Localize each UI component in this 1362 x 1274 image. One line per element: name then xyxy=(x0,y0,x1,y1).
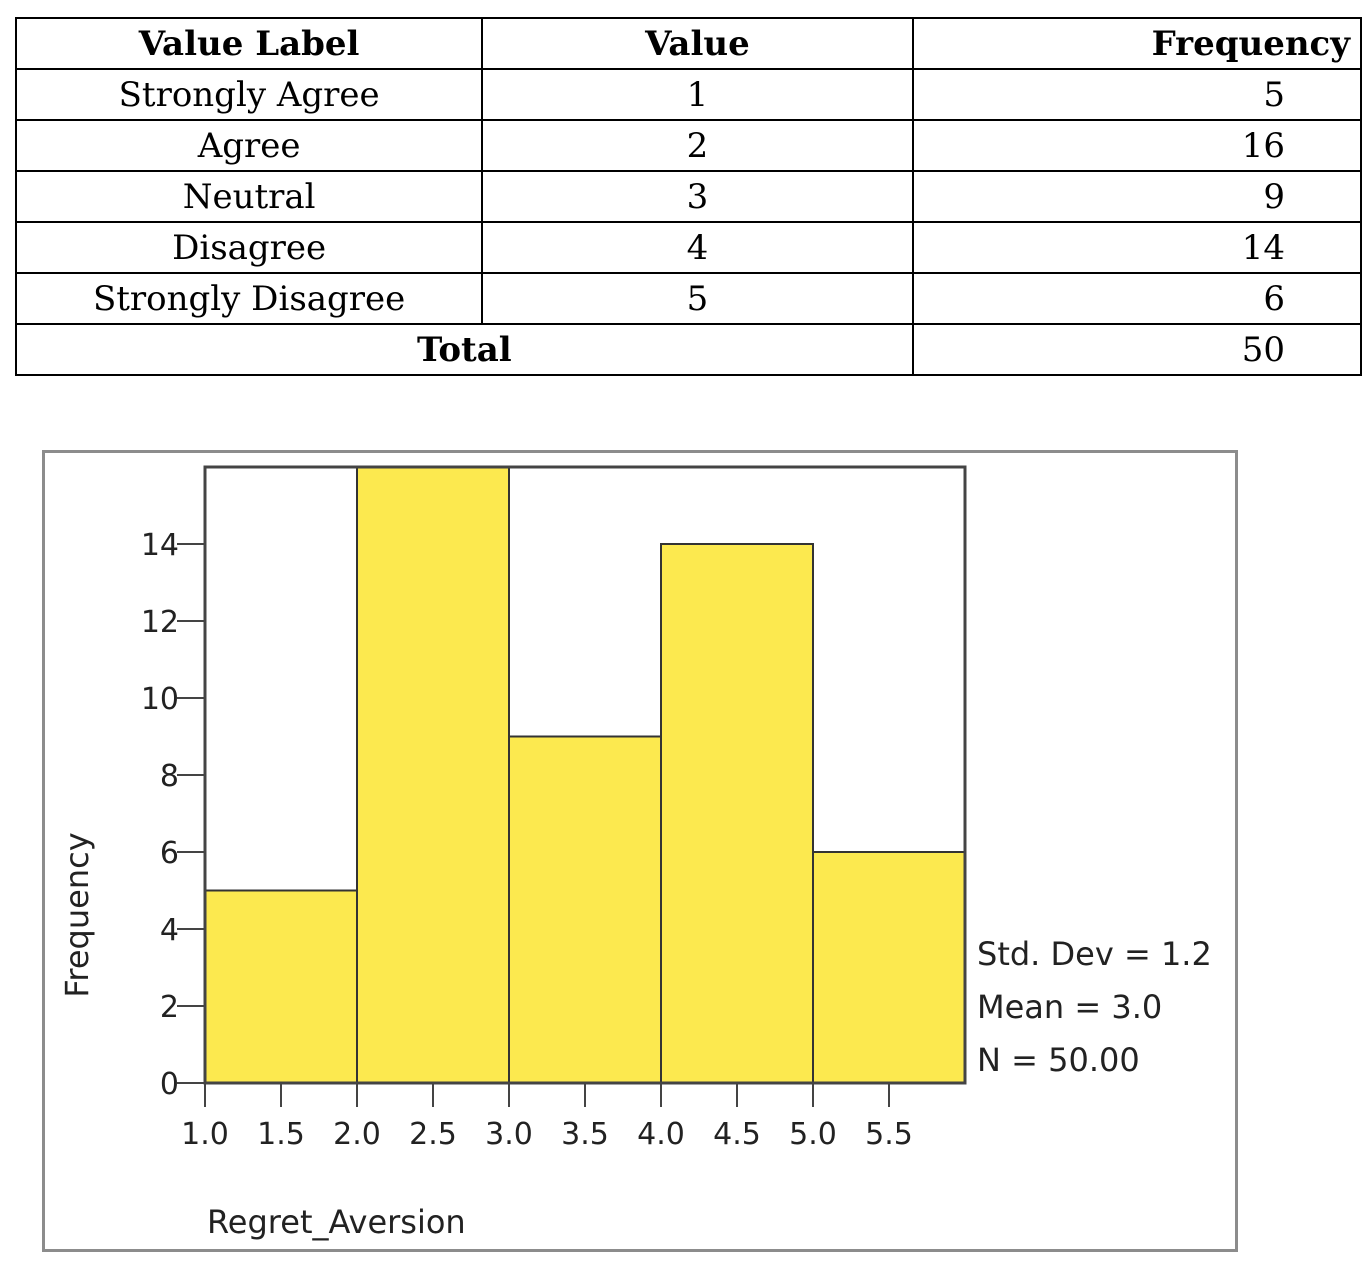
row-frequency: 16 xyxy=(911,119,1362,172)
x-tick-label: 4.5 xyxy=(713,1117,761,1152)
statistic-line: Mean = 3.0 xyxy=(977,988,1162,1026)
histogram-bar xyxy=(812,851,966,1084)
row-value: 2 xyxy=(481,119,914,172)
histogram-bars xyxy=(204,466,966,1084)
header-value: Value xyxy=(481,17,914,70)
row-frequency: 9 xyxy=(911,170,1362,223)
statistic-line: Std. Dev = 1.2 xyxy=(977,935,1212,973)
table-row: Strongly Disagree 5 6 xyxy=(14,272,1362,325)
table-row: Disagree 4 14 xyxy=(14,221,1362,274)
x-tick-label: 5.0 xyxy=(789,1117,837,1152)
x-tick-label: 1.5 xyxy=(257,1117,305,1152)
y-tick-label: 2 xyxy=(160,990,179,1025)
total-value: 50 xyxy=(911,323,1362,376)
histogram-bar xyxy=(204,889,358,1084)
table-total-row: Total 50 xyxy=(15,323,1362,376)
y-tick-label: 14 xyxy=(141,528,179,563)
histogram-bar xyxy=(356,466,510,1084)
histogram-bar xyxy=(508,735,662,1084)
x-tick-label: 2.5 xyxy=(409,1117,457,1152)
y-axis: 0 2 4 6 8 10 12 14 xyxy=(141,528,205,1102)
row-frequency: 5 xyxy=(911,68,1362,121)
row-value: 3 xyxy=(481,170,914,223)
row-value: 5 xyxy=(481,272,914,325)
row-label: Strongly Disagree xyxy=(14,272,484,325)
frequency-table: Value Label Value Frequency Strongly Agr… xyxy=(14,17,1362,376)
x-tick-label: 3.5 xyxy=(561,1117,609,1152)
x-tick-label: 3.0 xyxy=(485,1117,533,1152)
row-value: 1 xyxy=(481,68,914,121)
statistics-box: Std. Dev = 1.2 Mean = 3.0 N = 50.00 xyxy=(977,935,1212,1079)
total-label: Total xyxy=(15,323,914,376)
table-row: Neutral 3 9 xyxy=(14,170,1362,223)
table-row: Strongly Agree 1 5 xyxy=(14,68,1362,121)
row-frequency: 14 xyxy=(911,221,1362,274)
row-label: Strongly Agree xyxy=(14,68,484,121)
y-tick-label: 10 xyxy=(141,682,179,717)
histogram-bar xyxy=(660,543,814,1084)
y-axis-title: Frequency xyxy=(58,832,96,997)
row-label: Agree xyxy=(14,119,484,172)
header-value-label: Value Label xyxy=(14,17,484,70)
x-tick-label: 1.0 xyxy=(181,1117,229,1152)
x-tick-label: 5.5 xyxy=(865,1117,913,1152)
x-tick-label: 2.0 xyxy=(333,1117,381,1152)
table-row: Agree 2 16 xyxy=(14,119,1362,172)
x-axis-title: Regret_Aversion xyxy=(207,1203,466,1241)
histogram-panel: 0 2 4 6 8 10 12 14 1.0 1.5 2.0 2.5 3.0 3.5 4.0 4.5 5.0 5… xyxy=(42,450,1238,1252)
header-frequency: Frequency xyxy=(911,17,1362,70)
y-tick-label: 8 xyxy=(160,759,179,794)
row-frequency: 6 xyxy=(911,272,1362,325)
histogram-chart: 0 2 4 6 8 10 12 14 1.0 1.5 2.0 2.5 3.0 3.5 4.0 4.5 5.0 5… xyxy=(58,465,1212,1241)
x-axis: 1.0 1.5 2.0 2.5 3.0 3.5 4.0 4.5 5.0 5.5 xyxy=(181,1083,913,1152)
row-label: Neutral xyxy=(14,170,484,223)
row-value: 4 xyxy=(481,221,914,274)
row-label: Disagree xyxy=(14,221,484,274)
y-tick-label: 12 xyxy=(141,605,179,640)
y-tick-label: 4 xyxy=(160,913,179,948)
x-tick-label: 4.0 xyxy=(637,1117,685,1152)
y-tick-label: 0 xyxy=(160,1067,179,1102)
statistic-line: N = 50.00 xyxy=(977,1041,1140,1079)
y-tick-label: 6 xyxy=(160,836,179,871)
table-header-row: Value Label Value Frequency xyxy=(14,17,1362,70)
